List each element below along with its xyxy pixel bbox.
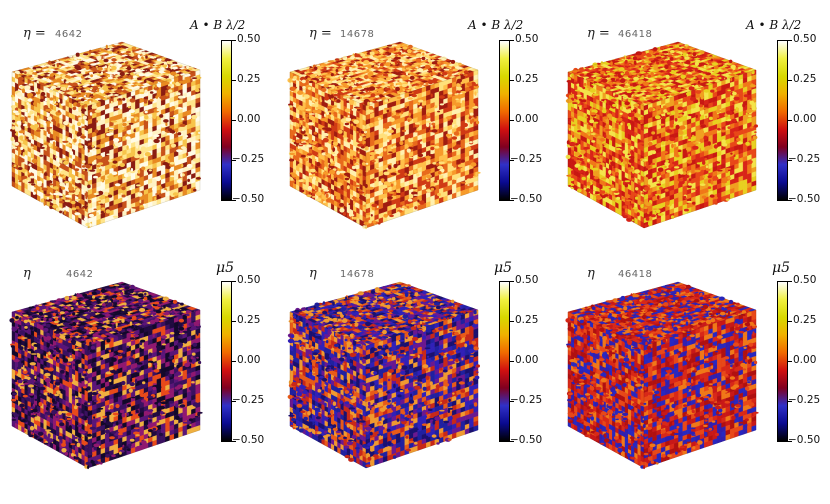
colorbar-tick-label: −0.25 [788,153,820,165]
colorbar-tick-label: −0.50 [788,193,820,205]
colorbar-tick-mark [788,80,792,81]
colorbar-tick-label: 0.50 [237,33,260,45]
cube-render [0,22,210,242]
cube-render [556,262,766,482]
cube-render [556,22,766,242]
colorbar-tick-label: 0.50 [793,274,816,286]
colorbar-tick-label: 0.00 [515,113,538,125]
eta-value: 14678 [340,29,374,40]
eta-value: 14678 [340,269,374,280]
colorbar-tick-label: −0.50 [788,434,820,446]
colorbar-tick-mark [788,40,792,41]
eta-value: 46418 [618,269,652,280]
panel-row2-col2: η 14678 [278,262,554,504]
colorbar-tick-mark [788,321,792,322]
eta-symbol: η [309,266,317,281]
colorbar [777,281,788,442]
eta-symbol: η = [23,26,46,41]
colorbar-tick-mark [510,321,514,322]
colorbar-tick-mark [510,281,514,282]
colorbar-tick-label: −0.50 [232,193,264,205]
colorbar [499,281,510,442]
colorbar-label: μ5 [772,260,790,276]
eta-symbol: η = [309,26,332,41]
panel-row2-col3: η 46418 [556,262,830,504]
eta-value: 46418 [618,29,652,40]
colorbar [499,40,510,201]
colorbar-tick-mark [232,120,236,121]
colorbar [777,40,788,201]
colorbar [221,40,232,201]
colorbar-tick-mark [232,361,236,362]
eta-value: 4642 [66,269,93,280]
colorbar-tick-label: −0.25 [788,394,820,406]
colorbar-tick-mark [232,40,236,41]
colorbar-tick-mark [788,120,792,121]
panel-row1-col2: η = 14678 [278,22,554,264]
colorbar-tick-mark [510,40,514,41]
colorbar-tick-label: 0.50 [515,33,538,45]
colorbar-tick-label: −0.25 [232,153,264,165]
colorbar-tick-label: −0.25 [510,394,542,406]
cube-render [278,22,488,242]
colorbar-tick-label: 0.00 [237,113,260,125]
colorbar-tick-label: 0.00 [793,113,816,125]
colorbar [221,281,232,442]
colorbar-tick-label: −0.50 [232,434,264,446]
panel-row1-col3: η = 46418 [556,22,830,264]
colorbar-tick-label: 0.25 [515,314,538,326]
eta-value: 4642 [55,29,82,40]
eta-symbol: η [587,266,595,281]
cube-render [0,262,210,482]
colorbar-label: A • B λ/2 [190,18,245,32]
colorbar-label: A • B λ/2 [468,18,523,32]
colorbar-tick-mark [232,321,236,322]
colorbar-tick-label: 0.50 [515,274,538,286]
cube-render [278,262,488,482]
colorbar-tick-label: 0.25 [237,73,260,85]
colorbar-tick-label: 0.50 [237,274,260,286]
colorbar-label: μ5 [216,260,234,276]
colorbar-tick-mark [232,80,236,81]
colorbar-label: μ5 [494,260,512,276]
colorbar-tick-label: −0.50 [510,193,542,205]
colorbar-tick-label: −0.50 [510,434,542,446]
colorbar-tick-label: 0.25 [793,314,816,326]
colorbar-tick-mark [510,80,514,81]
colorbar-tick-mark [510,120,514,121]
eta-symbol: η [23,266,31,281]
colorbar-tick-label: 0.50 [793,33,816,45]
colorbar-tick-label: −0.25 [510,153,542,165]
colorbar-tick-label: −0.25 [232,394,264,406]
panel-row2-col1: η 4642 [0,262,276,504]
colorbar-tick-label: 0.25 [793,73,816,85]
colorbar-tick-label: 0.00 [793,354,816,366]
colorbar-tick-label: 0.25 [237,314,260,326]
colorbar-tick-mark [510,361,514,362]
colorbar-tick-label: 0.00 [237,354,260,366]
colorbar-tick-mark [232,281,236,282]
colorbar-tick-mark [788,281,792,282]
colorbar-tick-mark [788,361,792,362]
colorbar-tick-label: 0.00 [515,354,538,366]
panel-row1-col1: η = 4642 [0,22,276,264]
colorbar-label: A • B λ/2 [746,18,801,32]
eta-symbol: η = [587,26,610,41]
colorbar-tick-label: 0.25 [515,73,538,85]
